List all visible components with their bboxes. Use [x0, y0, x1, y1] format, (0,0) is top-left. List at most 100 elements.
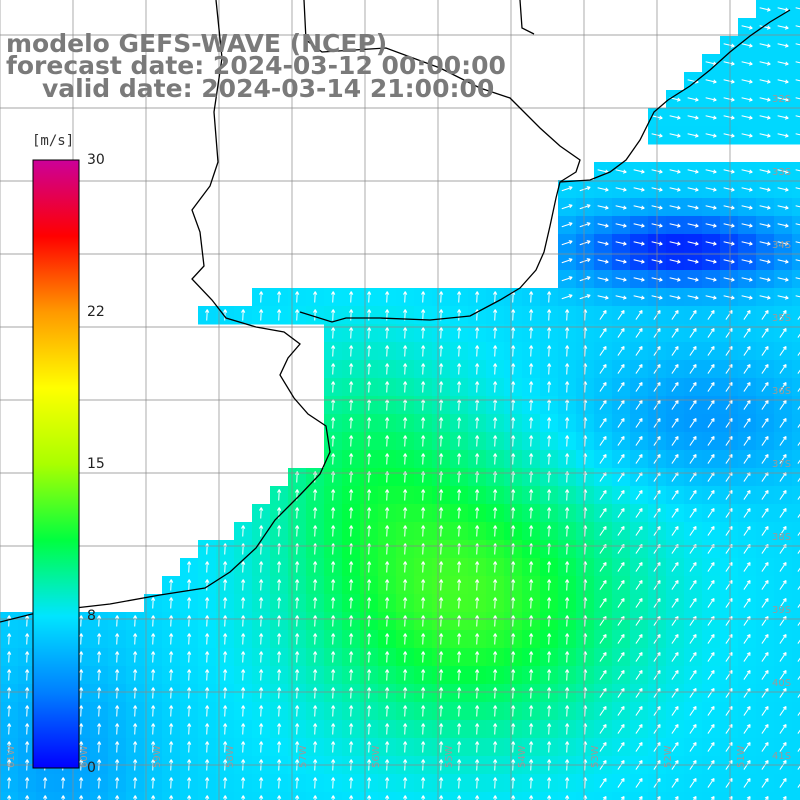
- wind-arrow: [97, 705, 102, 717]
- wind-arrow: [669, 223, 681, 228]
- wind-arrow: [421, 327, 426, 339]
- wind-arrow: [349, 795, 354, 800]
- wind-arrow: [561, 186, 573, 192]
- wind-cell: [792, 486, 800, 505]
- wind-arrow: [547, 417, 552, 429]
- wind-arrow: [705, 133, 717, 138]
- wind-arrow: [797, 441, 800, 446]
- wind-arrow: [205, 795, 210, 800]
- wind-arrow: [205, 309, 210, 321]
- wind-arrow: [43, 795, 48, 800]
- wind-arrow: [797, 567, 800, 572]
- wind-arrow: [439, 579, 444, 591]
- wind-arrow: [759, 97, 771, 102]
- wind-arrow: [457, 507, 462, 519]
- wind-arrow: [529, 417, 534, 429]
- wind-cell: [792, 720, 800, 739]
- wind-arrow: [759, 205, 771, 210]
- wind-arrow: [547, 705, 552, 717]
- wind-arrow: [620, 796, 625, 800]
- wind-arrow: [599, 526, 607, 536]
- wind-arrow: [795, 241, 800, 244]
- wind-arrow: [313, 687, 318, 699]
- wind-arrow: [779, 328, 787, 338]
- wind-arrow: [205, 633, 210, 645]
- wind-arrow: [241, 633, 246, 645]
- wind-arrow: [367, 327, 372, 339]
- wind-arrow: [511, 489, 516, 501]
- wind-arrow: [169, 615, 174, 627]
- wind-arrow: [313, 669, 318, 681]
- wind-arrow: [797, 747, 800, 752]
- wind-arrow: [761, 364, 769, 374]
- wind-arrow: [367, 723, 372, 735]
- wind-arrow: [295, 651, 300, 663]
- wind-arrow: [367, 669, 372, 681]
- wind-arrow: [707, 598, 715, 608]
- wind-arrow: [759, 61, 771, 66]
- wind-arrow: [761, 310, 769, 320]
- wind-arrow: [741, 241, 753, 246]
- wind-arrow: [79, 795, 84, 800]
- wind-arrow: [547, 525, 552, 537]
- wind-arrow: [635, 490, 643, 500]
- wind-arrow: [687, 241, 699, 246]
- wind-arrow: [277, 579, 282, 591]
- wind-arrow: [7, 615, 12, 627]
- wind-arrow: [25, 741, 30, 753]
- wind-arrow: [725, 436, 733, 446]
- wind-arrow: [169, 597, 174, 609]
- wind-arrow: [547, 489, 552, 501]
- wind-arrow: [633, 295, 645, 300]
- wind-arrow: [635, 400, 643, 410]
- wind-arrow: [635, 310, 643, 320]
- wind-arrow: [457, 669, 462, 681]
- wind-arrow: [493, 633, 498, 645]
- wind-arrow: [743, 508, 751, 518]
- wind-arrow: [421, 561, 426, 573]
- wind-arrow: [797, 765, 800, 770]
- wind-arrow: [493, 363, 498, 375]
- wind-arrow: [705, 241, 717, 246]
- wind-arrow: [367, 651, 372, 663]
- wind-arrow: [633, 169, 645, 174]
- wind-arrow: [779, 490, 787, 500]
- wind-arrow: [725, 400, 733, 410]
- wind-arrow: [187, 795, 192, 800]
- wind-arrow: [259, 669, 264, 681]
- wind-arrow: [403, 291, 408, 303]
- wind-arrow: [777, 277, 789, 282]
- wind-arrow: [795, 7, 800, 10]
- wind-arrow: [331, 309, 336, 321]
- wind-arrow: [547, 453, 552, 465]
- wind-arrow: [617, 364, 625, 374]
- wind-arrow: [259, 561, 264, 573]
- wind-arrow: [115, 723, 120, 735]
- wind-arrow: [743, 526, 751, 536]
- wind-arrow: [421, 381, 426, 393]
- wind-arrow: [635, 616, 643, 626]
- wind-arrow: [761, 634, 769, 644]
- wind-arrow: [599, 328, 607, 338]
- wind-arrow: [79, 777, 84, 789]
- wind-arrow: [421, 417, 426, 429]
- wind-arrow: [457, 723, 462, 735]
- wind-arrow: [635, 688, 643, 698]
- wind-arrow: [349, 687, 354, 699]
- wind-arrow: [597, 241, 609, 246]
- wind-arrow: [151, 669, 156, 681]
- wind-arrow: [723, 97, 735, 102]
- wind-arrow: [439, 381, 444, 393]
- wind-cell: [792, 54, 800, 73]
- wind-arrow: [241, 525, 246, 537]
- wind-arrow: [565, 525, 570, 537]
- wind-arrow: [385, 669, 390, 681]
- wind-arrow: [403, 795, 408, 800]
- wind-arrow: [725, 454, 733, 464]
- wind-arrow: [725, 688, 733, 698]
- wind-arrow: [743, 454, 751, 464]
- wind-arrow: [743, 634, 751, 644]
- wind-arrow: [779, 526, 787, 536]
- wind-arrow: [689, 526, 697, 536]
- wind-arrow: [187, 615, 192, 627]
